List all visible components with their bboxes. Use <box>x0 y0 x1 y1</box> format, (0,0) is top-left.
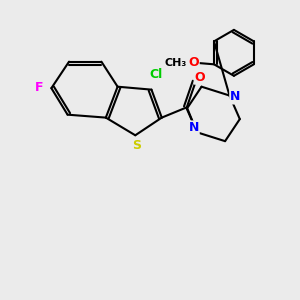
Text: Cl: Cl <box>149 68 163 81</box>
Text: CH₃: CH₃ <box>164 58 186 68</box>
Text: O: O <box>188 56 199 69</box>
Text: S: S <box>132 139 141 152</box>
Text: N: N <box>230 91 241 103</box>
Text: F: F <box>35 81 43 94</box>
Text: O: O <box>195 71 206 84</box>
Text: N: N <box>188 122 199 134</box>
